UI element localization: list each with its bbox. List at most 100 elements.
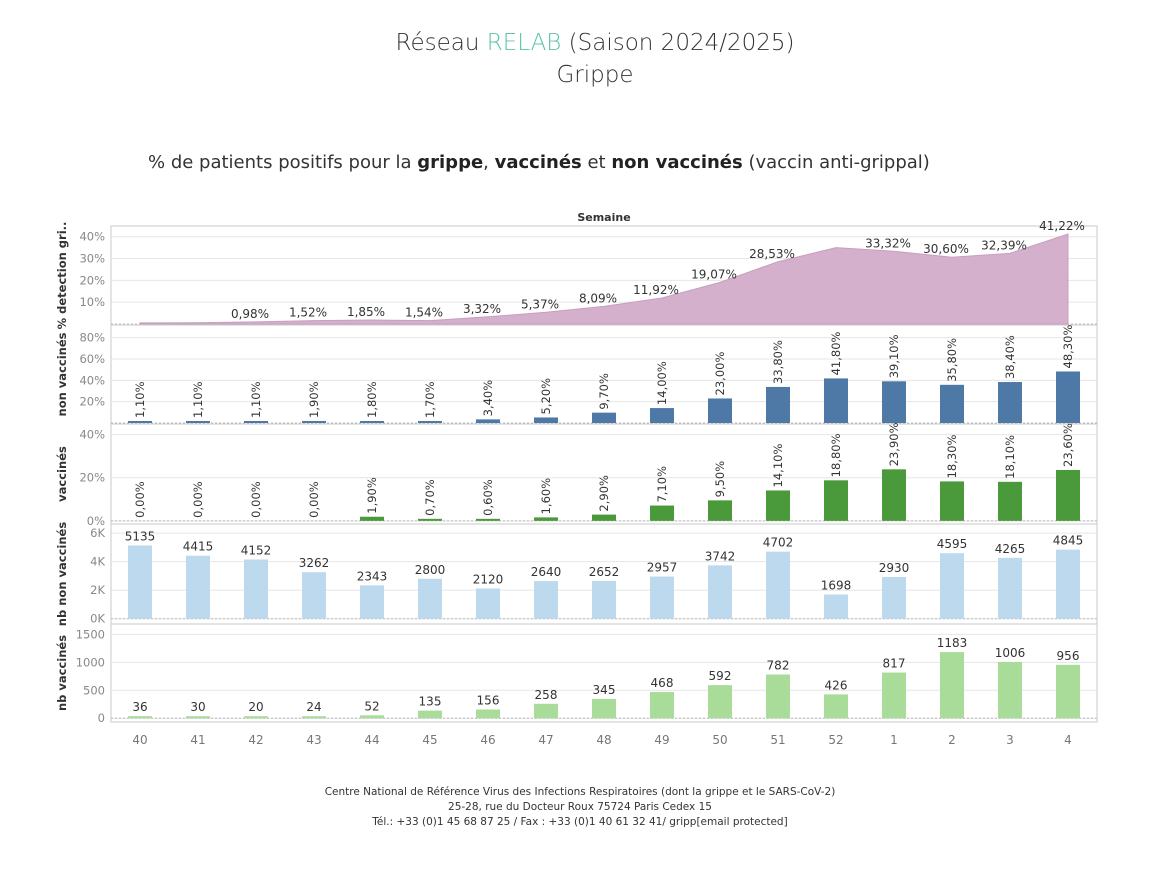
data-label: 345 [593, 683, 616, 697]
footer-line-1: Centre National de Référence Virus des I… [324, 786, 836, 798]
bar [882, 469, 906, 521]
bar [592, 580, 616, 619]
data-label: 468 [651, 676, 674, 690]
y-tick-label: 0% [87, 514, 105, 528]
data-label: 0,98% [231, 307, 269, 321]
data-label: 0,00% [133, 481, 147, 518]
x-tick-label: 51 [770, 733, 785, 747]
data-label: 1,90% [307, 381, 321, 418]
data-label: 18,80% [829, 433, 843, 477]
data-label: 11,92% [633, 283, 679, 297]
y-tick-label: 40% [79, 428, 105, 442]
panel-non-vaccines: 20% 40% 60% 80% non vaccinés 1,10% 1,10% 1,10% 1… [55, 324, 1098, 425]
footer-line-3: Tél.: +33 (0)1 45 68 87 25 / Fax : +33 (… [372, 816, 788, 828]
bar [476, 709, 500, 719]
y-tick-label: 0 [98, 711, 105, 725]
bar [766, 386, 790, 423]
heading-text: (vaccin anti-grippal) [742, 152, 930, 173]
bar [940, 384, 964, 423]
y-tick-label: 10% [79, 295, 105, 309]
bar [302, 572, 326, 619]
y-tick-label: 0K [90, 612, 105, 626]
bar [534, 703, 558, 719]
data-label: 5,37% [521, 297, 559, 311]
data-label: 0,00% [249, 481, 263, 518]
data-label: 23,00% [713, 352, 727, 396]
y-tick-label: 4K [90, 555, 105, 569]
bar [476, 588, 500, 619]
y-tick-label: 20% [79, 273, 105, 287]
data-label: 48,30% [1061, 325, 1075, 369]
data-label: 1,90% [365, 477, 379, 514]
data-label: 5,20% [539, 378, 553, 415]
data-label: 1,10% [249, 381, 263, 418]
bar [882, 381, 906, 423]
data-label: 2957 [647, 561, 678, 575]
bar [244, 716, 268, 719]
bar [708, 685, 732, 719]
y-tick-label: 40% [79, 230, 105, 244]
data-label: 0,60% [481, 479, 495, 516]
x-tick-label: 44 [364, 733, 379, 747]
x-axis-title: Semaine [577, 211, 630, 224]
bar [882, 672, 906, 719]
data-label: 20 [248, 700, 263, 714]
y-axis-label: vaccinés [55, 446, 69, 502]
data-label: 782 [767, 659, 790, 673]
bar [244, 559, 268, 619]
data-label: 2640 [531, 565, 562, 579]
bar [534, 581, 558, 619]
data-label: 1,85% [347, 305, 385, 319]
data-label: 5135 [125, 529, 156, 543]
bar [940, 652, 964, 719]
data-label: 23,60% [1061, 423, 1075, 467]
data-label: 2800 [415, 563, 446, 577]
x-tick-label: 4 [1064, 733, 1072, 747]
data-label: 0,00% [307, 481, 321, 518]
x-tick-label: 40 [132, 733, 147, 747]
bar [1056, 469, 1080, 521]
data-label: 3262 [299, 556, 330, 570]
bar [418, 710, 442, 719]
x-tick-label: 42 [248, 733, 263, 747]
title-suffix: (Saison 2024/2025) [561, 30, 795, 56]
bar [534, 417, 558, 423]
bar [882, 576, 906, 619]
data-label: 1183 [937, 636, 968, 650]
x-tick-label: 43 [306, 733, 321, 747]
data-label: 32,39% [981, 238, 1027, 252]
heading-text: % de patients positifs pour la [148, 152, 418, 173]
data-label: 30 [190, 700, 205, 714]
data-label: 1698 [821, 578, 852, 592]
bar [940, 481, 964, 521]
data-label: 0,00% [191, 481, 205, 518]
x-tick-label: 52 [828, 733, 843, 747]
data-label: 1,54% [405, 306, 443, 320]
bar [186, 716, 210, 719]
y-tick-label: 1000 [76, 655, 105, 669]
data-label: 1,80% [365, 381, 379, 418]
x-tick-label: 48 [596, 733, 611, 747]
data-label: 1,10% [191, 381, 205, 418]
data-label: 4845 [1053, 534, 1084, 548]
bar [418, 421, 442, 423]
data-label: 956 [1057, 649, 1080, 663]
data-label: 1,52% [289, 306, 327, 320]
bar [418, 518, 442, 521]
bar [708, 500, 732, 521]
x-tick-label: 49 [654, 733, 669, 747]
heading-bold-vaccines: vaccinés [494, 152, 582, 173]
x-tick-label: 45 [422, 733, 437, 747]
bar [824, 594, 848, 619]
data-label: 0,70% [423, 479, 437, 516]
panel-vaccines: 0% 20% 40% vaccinés 0,00% 0,00% 0,00% 0,00% 1,90… [55, 422, 1098, 528]
data-label: 30,60% [923, 242, 969, 256]
data-label: 1006 [995, 646, 1026, 660]
bar [534, 517, 558, 521]
data-label: 3,32% [463, 302, 501, 316]
bar [940, 553, 964, 619]
bar [186, 555, 210, 619]
bar [766, 551, 790, 619]
bar [824, 480, 848, 521]
heading-bold-grippe: grippe [417, 152, 484, 173]
